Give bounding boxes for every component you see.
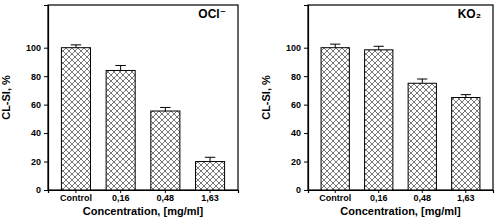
y-tick-mark (44, 162, 48, 163)
y-tick: 100 (26, 43, 48, 53)
bar (365, 50, 393, 190)
y-tick-mark (304, 48, 308, 49)
bar (61, 48, 90, 190)
error-bar (115, 65, 125, 70)
y-tick-mark (304, 105, 308, 106)
y-tick: 60 (291, 100, 308, 110)
y-tick: 0 (296, 185, 308, 195)
marks (61, 45, 224, 190)
y-tick-label: 0 (296, 185, 301, 195)
y-tick-label: 60 (291, 100, 301, 110)
x-tick: 1,63 (457, 190, 475, 203)
error-bar (160, 107, 170, 111)
y-tick-mark (304, 190, 308, 191)
bar (106, 70, 135, 190)
x-axis: Control 0,16 0,48 1,63 (49, 190, 239, 203)
x-axis: Control 0,16 0,48 1,63 (309, 190, 494, 203)
chart-title: OCl⁻ (198, 7, 226, 21)
y-axis: 0 20 40 60 80 100 (286, 6, 309, 196)
bar (196, 162, 225, 190)
y-tick-mark (44, 76, 48, 77)
bar (408, 83, 436, 190)
panel: 0 20 40 60 80 100 Control 0,16 0,48 1,63 OCl⁻ Conce… (0, 5, 239, 217)
plot-frame (308, 5, 493, 190)
y-tick-label: 40 (291, 128, 301, 138)
x-tick-label: 1,63 (201, 193, 219, 203)
y-tick: 40 (31, 128, 48, 138)
x-tick: 0,48 (157, 190, 175, 203)
x-tick-label: 0,48 (413, 193, 431, 203)
y-axis: 0 20 40 60 80 100 (26, 6, 49, 196)
x-tick: 0,48 (413, 190, 431, 203)
x-tick-label: Control (60, 193, 92, 203)
y-tick: 60 (31, 100, 48, 110)
x-tick-label: 0,16 (112, 193, 130, 203)
x-tick-label: 1,63 (457, 193, 475, 203)
y-tick-mark (304, 162, 308, 163)
bar (321, 48, 349, 190)
error-bar (330, 44, 340, 48)
y-axis-line (44, 6, 49, 191)
y-tick: 20 (291, 157, 308, 167)
chart-title: KO₂ (458, 7, 481, 21)
x-tick: 0,16 (112, 190, 130, 203)
y-tick: 40 (291, 128, 308, 138)
x-tick-label: 0,48 (157, 193, 175, 203)
x-axis-title: Concentration, [mg/ml] (83, 205, 204, 217)
x-axis-title: Concentration, [mg/ml] (340, 205, 461, 217)
y-tick-label: 100 (286, 43, 301, 53)
y-tick-label: 100 (26, 43, 41, 53)
y-tick-label: 60 (31, 100, 41, 110)
y-tick-label: 40 (31, 128, 41, 138)
y-tick-mark (44, 48, 48, 49)
bar (452, 98, 480, 191)
plot-frame (48, 5, 238, 190)
x-tick: Control (60, 190, 92, 203)
chart-root: 0 20 40 60 80 100 Control 0,16 0,48 1,63 OCl⁻ Conce… (0, 0, 500, 218)
y-tick-mark (44, 133, 48, 134)
error-bar (205, 157, 215, 161)
y-tick-label: 80 (31, 72, 41, 82)
y-tick-label: 0 (36, 185, 41, 195)
x-tick: 0,16 (370, 190, 388, 203)
y-tick-mark (44, 105, 48, 106)
x-tick: Control (319, 190, 351, 203)
y-tick-label: 20 (31, 157, 41, 167)
y-tick-mark (44, 190, 48, 191)
x-tick-label: Control (319, 193, 351, 203)
bar (151, 111, 180, 190)
y-tick-label: 20 (291, 157, 301, 167)
y-tick: 100 (286, 43, 308, 53)
y-tick: 80 (291, 72, 308, 82)
y-tick: 80 (31, 72, 48, 82)
marks (321, 44, 480, 190)
x-tick: 1,63 (201, 190, 219, 203)
y-tick-label: 80 (291, 72, 301, 82)
y-tick-mark (304, 133, 308, 134)
y-tick: 0 (36, 185, 48, 195)
panel: 0 20 40 60 80 100 Control 0,16 0,48 1,63 KO₂ Concen… (260, 5, 494, 217)
error-bar (417, 79, 427, 83)
y-axis-title: CL-SI, % (0, 75, 12, 120)
y-axis-title: CL-SI, % (260, 75, 272, 120)
error-bar (374, 46, 384, 50)
x-tick-label: 0,16 (370, 193, 388, 203)
y-tick: 20 (31, 157, 48, 167)
y-axis-line (304, 6, 309, 191)
y-tick-mark (304, 76, 308, 77)
